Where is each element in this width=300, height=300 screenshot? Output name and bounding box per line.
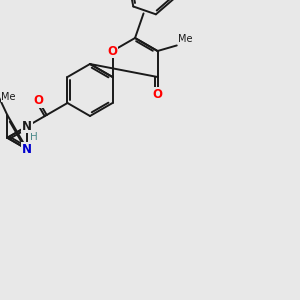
- Text: O: O: [107, 44, 118, 58]
- Text: Me: Me: [178, 34, 193, 44]
- Text: Me: Me: [1, 92, 15, 102]
- Text: O: O: [33, 94, 43, 107]
- Text: N: N: [22, 143, 32, 156]
- Text: O: O: [152, 88, 163, 101]
- Text: N: N: [22, 120, 32, 133]
- Text: H: H: [29, 132, 37, 142]
